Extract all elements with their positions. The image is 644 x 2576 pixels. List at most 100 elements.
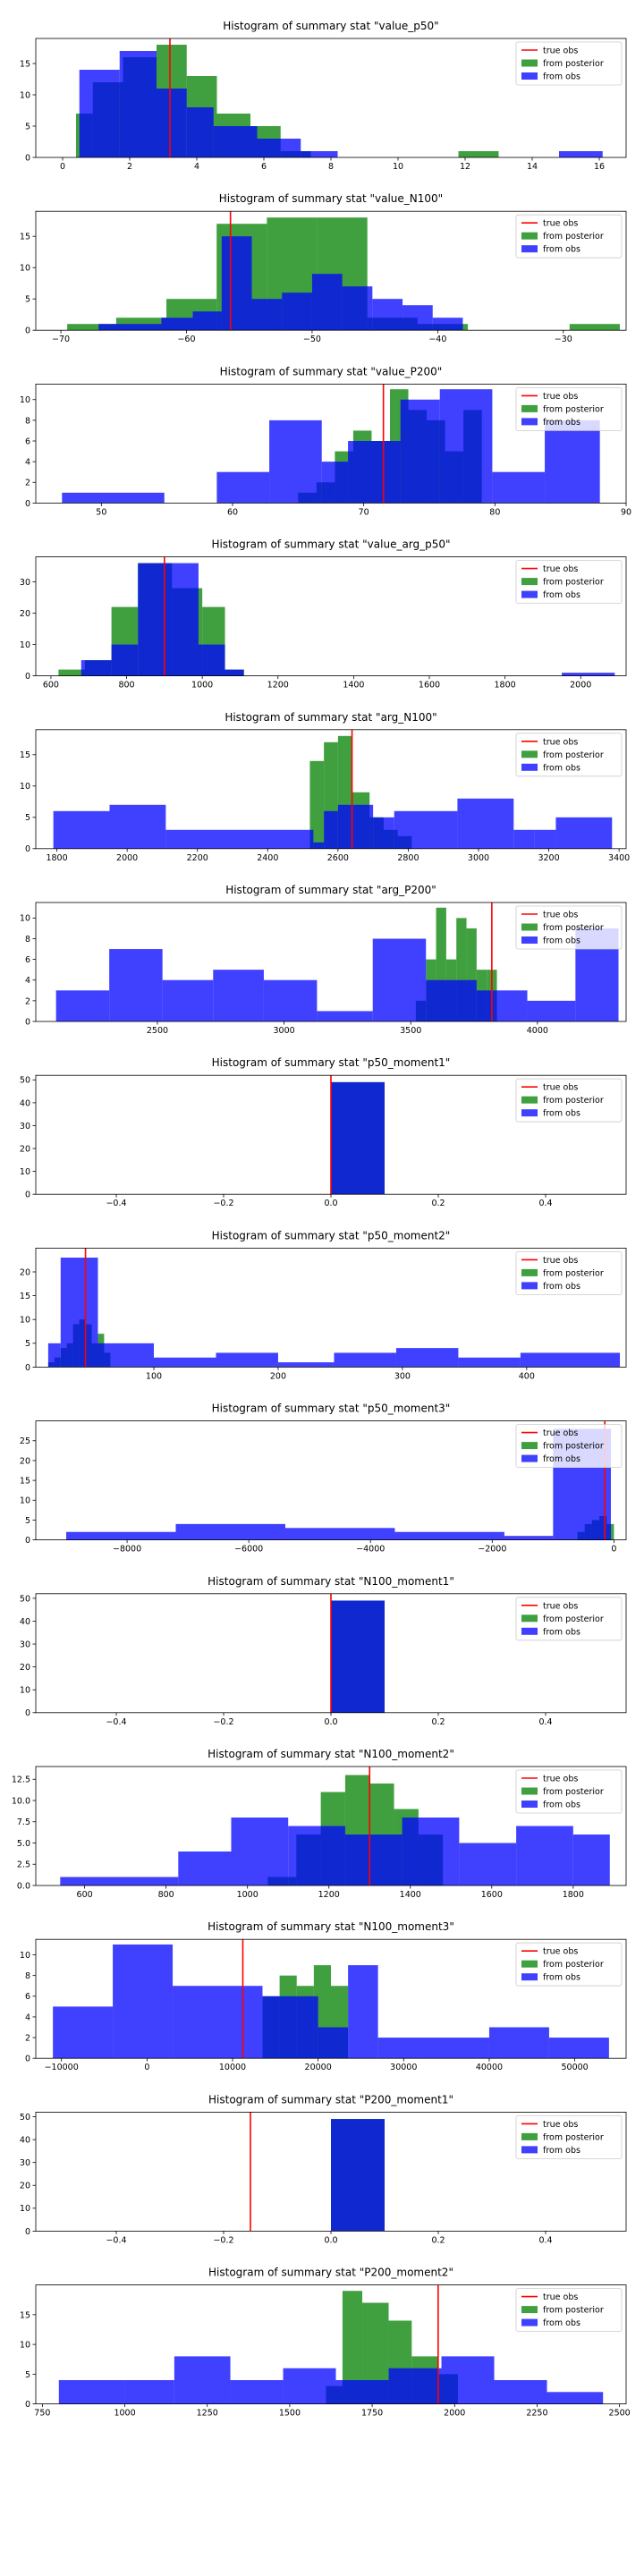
histogram-bar [372,299,403,331]
x-tick-label: 10 [393,162,403,172]
histogram-bar [372,938,427,1021]
y-tick-label: 6 [25,436,30,446]
legend-patch-swatch [521,1282,538,1290]
histogram-bar [318,2027,349,2059]
histogram-bar [324,810,338,849]
legend: true obs from posterior from obs [515,733,623,777]
x-tick-label: 4 [194,162,199,172]
histogram-bar [154,1357,216,1368]
histogram-bar [441,2356,495,2404]
histogram-bar [456,918,467,1021]
histogram-bar [192,311,222,331]
legend-patch-swatch [521,2306,538,2314]
legend-box [515,1424,623,1468]
legend-box [515,1597,623,1641]
legend-obs-label: from obs [543,1973,580,1983]
histogram-bar [173,1986,233,2059]
histogram-bar [377,2038,489,2059]
x-tick-label: 1000 [237,1890,258,1900]
axes-frame [35,1938,627,2059]
x-tick-label: −0.2 [213,2235,233,2245]
legend-box [515,2288,623,2333]
x-tick-label: −60 [177,335,195,344]
legend-patch-swatch [521,1787,538,1795]
legend-patch-swatch [521,763,538,771]
histogram-bar [520,1352,621,1368]
y-tick-label: 0 [25,1191,30,1200]
x-tick-label: 800 [118,681,134,691]
histogram-bar [178,1852,232,1885]
obs-bars [79,51,603,157]
y-tick-label: 20 [20,609,30,619]
subplot-9: Histogram of summary stat "p50_moment3" −… [20,1402,627,1555]
obs-bars [60,1818,610,1885]
y-tick-label: 0 [25,1536,30,1546]
histogram-bar [230,2380,284,2404]
histogram-bar [527,1000,576,1021]
legend-patch-swatch [521,232,538,240]
x-tick-label: 2200 [187,853,208,863]
histogram-bar [402,1818,460,1885]
y-tick-label: 10 [20,90,30,100]
legend-posterior-label: from posterior [543,404,604,414]
legend-box [515,1942,623,1987]
legend-box [515,214,623,258]
legend-true-obs-label: true obs [543,1083,578,1093]
x-tick-label: −4000 [356,1545,385,1555]
legend: true obs from posterior from obs [515,2114,623,2159]
obs-bars [80,563,615,676]
x-tick-label: 1200 [318,1890,340,1900]
legend-true-obs-label: true obs [543,392,578,402]
legend-obs-label: from obs [543,2318,580,2328]
y-tick-label: 10 [20,264,30,274]
x-tick-label: 40000 [476,2063,503,2072]
y-tick-label: 15 [20,59,30,69]
histogram-bar [432,318,463,331]
histogram-bar [459,1843,517,1885]
legend-true-obs-label: true obs [543,219,578,229]
legend-patch-swatch [521,1973,538,1981]
x-tick-label: 0.4 [538,1199,552,1208]
subplot-title: Histogram of summary stat "N100_moment1" [208,1575,454,1588]
bars-group [47,1258,621,1368]
histogram-bar [161,318,193,331]
y-tick-label: 10 [20,1951,30,1961]
y-tick-label: 4 [25,2012,30,2022]
histogram-bar [55,990,110,1021]
bars-group [331,1081,385,1195]
y-tick-label: 15 [20,750,30,760]
histogram-bar [225,669,244,676]
legend-obs-label: from obs [543,245,580,255]
histogram-bar [572,1835,610,1885]
legend: true obs from posterior from obs [515,2288,623,2333]
histogram-bar [113,1944,174,2059]
legend-box [515,2114,623,2159]
x-tick-label: 16 [594,162,605,172]
y-tick-label: 10 [20,395,30,405]
histogram-bar [288,1826,345,1885]
legend-obs-label: from obs [543,1627,580,1637]
y-tick-label: 4 [25,458,30,468]
y-tick-label: 0.0 [17,1881,30,1891]
y-tick-label: 50 [20,1594,30,1604]
x-tick-label: −0.4 [106,2235,126,2245]
subplot-2: Histogram of summary stat "value_N100" −7… [20,192,627,344]
histogram-bar [562,673,615,676]
y-tick-label: 10 [20,914,30,924]
histogram-bar [58,669,85,676]
x-tick-label: 0 [60,162,65,172]
axes-frame [35,210,627,331]
obs-bars [331,1081,385,1195]
legend-patch-swatch [521,923,538,931]
histogram-bar [213,126,258,157]
x-tick-label: 1800 [46,853,67,863]
x-tick-label: −8000 [113,1545,141,1555]
histogram-bar [458,1357,521,1368]
legend-patch-swatch [521,1109,538,1117]
legend-patch-swatch [521,1960,538,1968]
x-tick-label: 1200 [267,681,289,691]
subplot-8: Histogram of summary stat "p50_moment2" 1… [20,1229,627,1381]
y-tick-label: 6 [25,955,30,965]
legend: true obs from posterior from obs [515,1942,623,1987]
x-tick-label: 2800 [397,853,419,863]
